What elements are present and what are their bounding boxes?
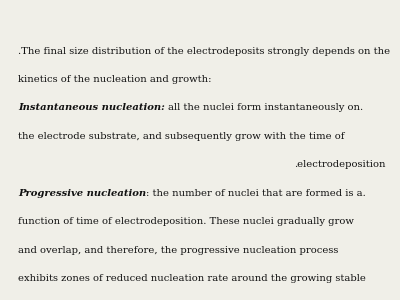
Text: Instantaneous nucleation:: Instantaneous nucleation:: [18, 103, 168, 112]
Text: exhibits zones of reduced nucleation rate around the growing stable: exhibits zones of reduced nucleation rat…: [18, 274, 366, 284]
Text: .electrodeposition: .electrodeposition: [294, 160, 386, 169]
Text: and overlap, and therefore, the progressive nucleation process: and overlap, and therefore, the progress…: [18, 246, 338, 255]
Text: the electrode substrate, and subsequently grow with the time of: the electrode substrate, and subsequentl…: [18, 132, 344, 141]
Text: all the nuclei form instantaneously on.: all the nuclei form instantaneously on.: [168, 103, 364, 112]
Text: function of time of electrodeposition. These nuclei gradually grow: function of time of electrodeposition. T…: [18, 218, 354, 226]
Text: .The final size distribution of the electrodeposits strongly depends on the: .The final size distribution of the elec…: [18, 46, 390, 56]
Text: Progressive nucleation: Progressive nucleation: [18, 189, 146, 198]
Text: kinetics of the nucleation and growth:: kinetics of the nucleation and growth:: [18, 75, 212, 84]
Text: : the number of nuclei that are formed is a.: : the number of nuclei that are formed i…: [146, 189, 366, 198]
